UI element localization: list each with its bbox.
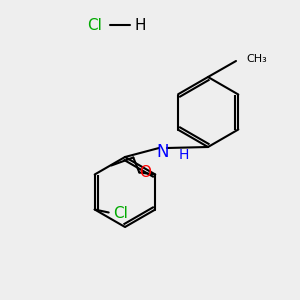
Text: O: O	[139, 165, 151, 180]
Text: CH₃: CH₃	[246, 54, 267, 64]
Text: H: H	[179, 148, 189, 162]
Text: N: N	[157, 143, 169, 161]
Text: Cl: Cl	[88, 17, 102, 32]
Text: Cl: Cl	[113, 206, 128, 221]
Text: H: H	[134, 17, 146, 32]
